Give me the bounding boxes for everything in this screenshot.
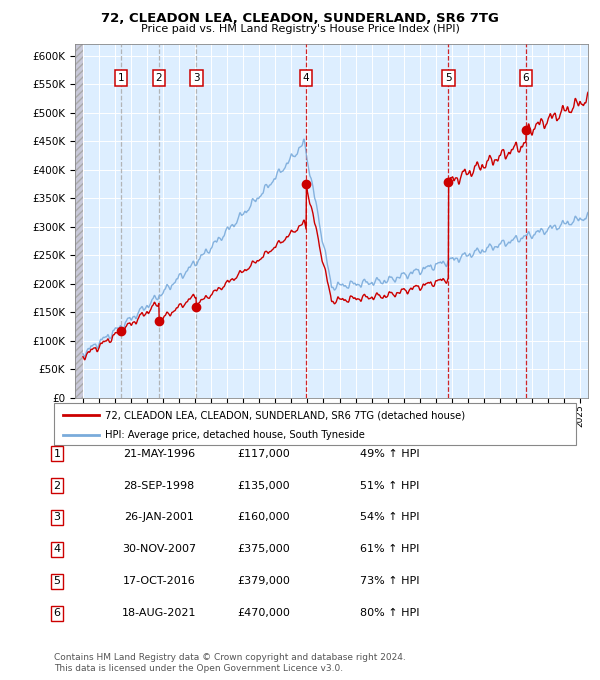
Text: 18-AUG-2021: 18-AUG-2021 — [122, 609, 196, 618]
Text: 61% ↑ HPI: 61% ↑ HPI — [361, 545, 419, 554]
Text: 21-MAY-1996: 21-MAY-1996 — [123, 449, 195, 458]
Bar — [75, 44, 83, 398]
Text: £470,000: £470,000 — [238, 609, 290, 618]
Text: 80% ↑ HPI: 80% ↑ HPI — [360, 609, 420, 618]
Text: £375,000: £375,000 — [238, 545, 290, 554]
Text: HPI: Average price, detached house, South Tyneside: HPI: Average price, detached house, Sout… — [105, 430, 365, 440]
Text: 2: 2 — [155, 73, 163, 83]
Text: 28-SEP-1998: 28-SEP-1998 — [124, 481, 194, 490]
Text: 30-NOV-2007: 30-NOV-2007 — [122, 545, 196, 554]
Text: 1: 1 — [118, 73, 124, 83]
Text: 2: 2 — [53, 481, 61, 490]
Text: £379,000: £379,000 — [238, 577, 290, 586]
Text: 73% ↑ HPI: 73% ↑ HPI — [360, 577, 420, 586]
Text: 1: 1 — [53, 449, 61, 458]
Text: 72, CLEADON LEA, CLEADON, SUNDERLAND, SR6 7TG: 72, CLEADON LEA, CLEADON, SUNDERLAND, SR… — [101, 12, 499, 25]
Text: 17-OCT-2016: 17-OCT-2016 — [122, 577, 196, 586]
Text: £160,000: £160,000 — [238, 513, 290, 522]
Text: 54% ↑ HPI: 54% ↑ HPI — [360, 513, 420, 522]
Text: Price paid vs. HM Land Registry's House Price Index (HPI): Price paid vs. HM Land Registry's House … — [140, 24, 460, 34]
Text: 6: 6 — [53, 609, 61, 618]
Text: 51% ↑ HPI: 51% ↑ HPI — [361, 481, 419, 490]
Text: 72, CLEADON LEA, CLEADON, SUNDERLAND, SR6 7TG (detached house): 72, CLEADON LEA, CLEADON, SUNDERLAND, SR… — [105, 410, 465, 420]
Text: 4: 4 — [53, 545, 61, 554]
Text: 3: 3 — [193, 73, 200, 83]
Text: 5: 5 — [53, 577, 61, 586]
Text: £117,000: £117,000 — [238, 449, 290, 458]
Text: 6: 6 — [523, 73, 529, 83]
Text: 5: 5 — [445, 73, 452, 83]
Text: £135,000: £135,000 — [238, 481, 290, 490]
Text: 49% ↑ HPI: 49% ↑ HPI — [360, 449, 420, 458]
Text: 3: 3 — [53, 513, 61, 522]
Text: This data is licensed under the Open Government Licence v3.0.: This data is licensed under the Open Gov… — [54, 664, 343, 673]
Text: Contains HM Land Registry data © Crown copyright and database right 2024.: Contains HM Land Registry data © Crown c… — [54, 653, 406, 662]
Text: 4: 4 — [303, 73, 310, 83]
Text: 26-JAN-2001: 26-JAN-2001 — [124, 513, 194, 522]
